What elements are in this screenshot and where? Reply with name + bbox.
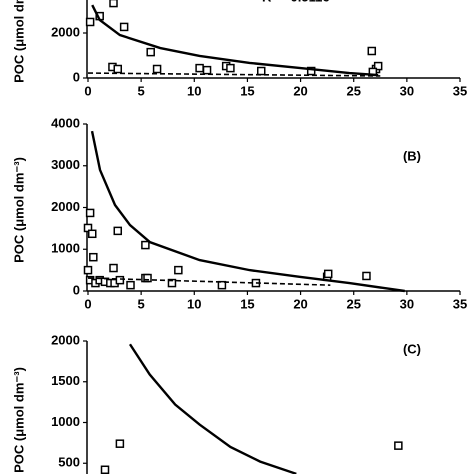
data-point	[83, 223, 93, 233]
data-point	[119, 22, 129, 32]
y-tick-label: 2000	[51, 332, 80, 347]
data-point	[256, 66, 266, 76]
data-point	[367, 46, 377, 56]
x-tick-label: 35	[453, 83, 467, 98]
x-tick-label: 25	[346, 296, 360, 311]
data-point	[115, 439, 125, 448]
y-tick-label: 500	[58, 455, 80, 470]
data-point	[109, 0, 118, 8]
dashed-line	[87, 72, 381, 77]
x-tick-label: 5	[138, 296, 145, 311]
y-tick-label: 1500	[51, 373, 80, 388]
y-axis-label: POC (μmol dm⁻³)	[11, 367, 26, 473]
data-point	[83, 265, 93, 275]
x-tick-label: 5	[138, 83, 145, 98]
y-tick-label: 1000	[51, 241, 80, 256]
data-point	[195, 63, 204, 73]
x-tick-label: 30	[400, 296, 414, 311]
y-tick-label: 3000	[51, 157, 80, 172]
panel-label: (B)	[403, 148, 421, 163]
x-tick-label: 0	[84, 83, 91, 98]
fit-curve	[91, 4, 379, 77]
data-point	[115, 275, 125, 285]
x-tick-label: 10	[187, 296, 201, 311]
y-tick-label: 0	[73, 69, 80, 84]
y-axis-label: POC (μmol dm⁻³)	[11, 157, 26, 263]
y-tick-label: 4000	[51, 115, 80, 130]
y-axis-label: POC (μmol dm⁻³)	[11, 0, 26, 83]
y-tick-label: 2000	[51, 24, 80, 39]
data-point	[88, 229, 97, 239]
x-tick-label: 20	[293, 83, 307, 98]
data-point	[323, 269, 333, 279]
dashed-line	[87, 277, 331, 286]
data-point	[89, 252, 98, 262]
fit-curve	[128, 343, 297, 474]
y-tick-label: 0	[73, 282, 80, 297]
x-tick-label: 15	[240, 83, 254, 98]
data-point	[85, 17, 95, 27]
x-tick-label: 30	[400, 83, 414, 98]
panel-label: (C)	[403, 341, 421, 356]
data-point	[394, 441, 403, 450]
x-tick-label: 20	[293, 296, 307, 311]
data-point	[202, 65, 212, 75]
data-point	[152, 64, 162, 74]
annotation: R² = 0.5116	[262, 0, 330, 4]
data-point	[146, 47, 155, 57]
data-point	[226, 63, 235, 73]
data-point	[362, 271, 371, 281]
data-point	[143, 273, 152, 283]
fit-curve	[90, 130, 405, 293]
x-tick-label: 15	[240, 296, 254, 311]
data-point	[100, 465, 110, 474]
data-point	[126, 280, 135, 290]
x-tick-label: 0	[84, 296, 91, 311]
x-tick-label: 35	[453, 296, 467, 311]
data-point	[109, 263, 118, 273]
data-point	[113, 226, 123, 236]
x-tick-label: 10	[187, 83, 201, 98]
data-point	[306, 66, 316, 76]
data-point	[85, 208, 95, 218]
x-tick-label: 25	[346, 83, 360, 98]
data-point	[174, 265, 183, 275]
data-point	[373, 61, 383, 71]
y-tick-label: 2000	[51, 199, 80, 214]
data-point	[113, 64, 123, 74]
data-point	[167, 278, 177, 288]
data-point	[141, 240, 150, 250]
y-tick-label: 1000	[51, 414, 80, 429]
data-point	[217, 280, 227, 290]
